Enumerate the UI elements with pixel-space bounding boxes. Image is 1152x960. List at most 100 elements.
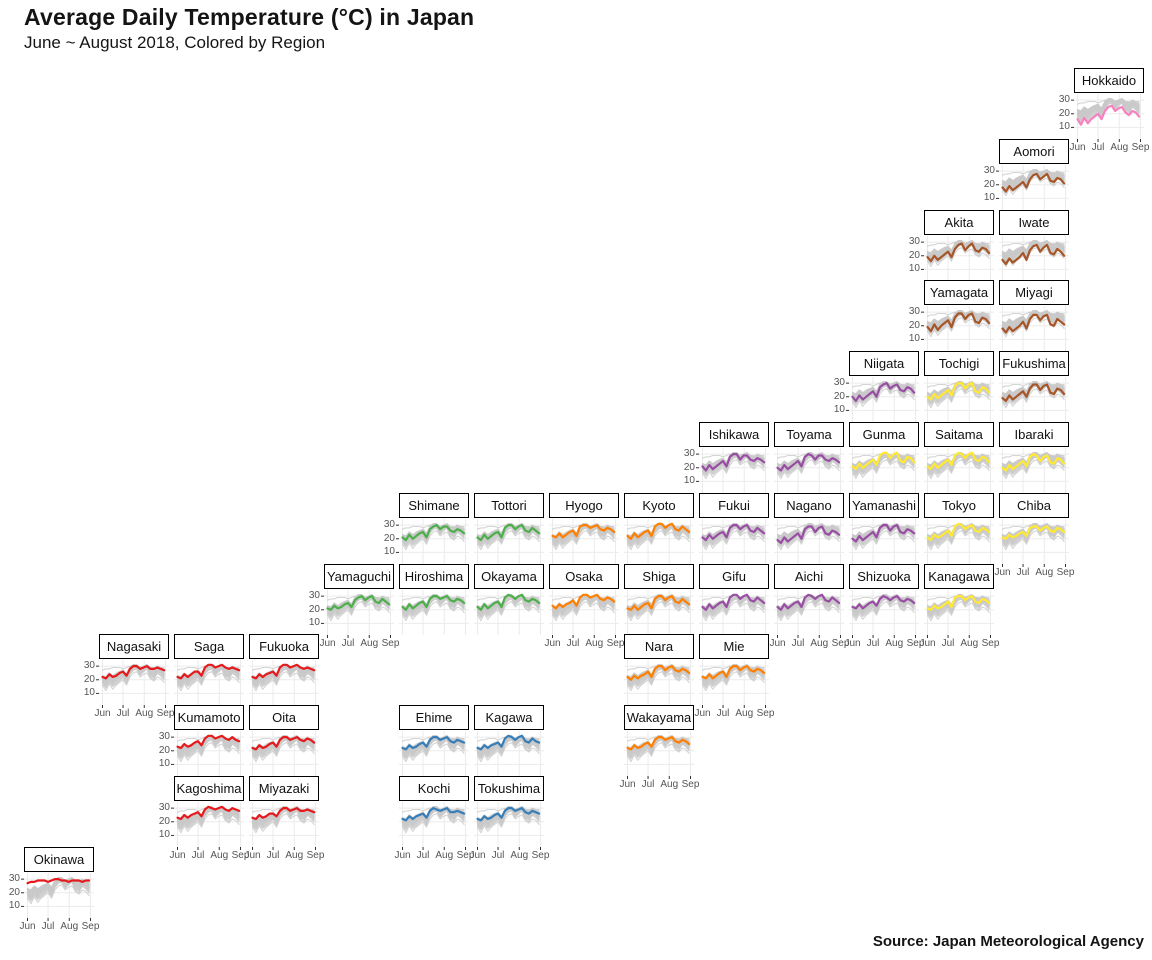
y-tick-label: 20 [83, 673, 95, 685]
x-tick-label: Aug [135, 708, 154, 719]
temperature-sparkline-miyagi [999, 306, 1069, 351]
y-tick-label: 10 [983, 192, 995, 204]
x-tick-label: Jul [416, 850, 430, 861]
background-line [1076, 99, 1140, 105]
temperature-line [476, 734, 541, 751]
temperature-sparkline-hokkaido [1071, 94, 1144, 142]
temperature-sparkline-osaka [549, 590, 619, 638]
background-line [1001, 176, 1065, 197]
background-line [626, 598, 690, 619]
background-line [701, 598, 765, 618]
facet-title-tottori: Tottori [474, 493, 544, 518]
temperature-sparkline-fukuoka [249, 660, 319, 705]
background-line [626, 739, 690, 759]
background-line [26, 881, 90, 902]
background-line [476, 598, 540, 619]
temperature-line [476, 593, 541, 611]
background-line [926, 456, 990, 476]
y-tick-label: 20 [908, 319, 920, 331]
y-tick-label: 30 [683, 448, 695, 460]
temperature-line [1001, 383, 1066, 402]
x-tick-label: Aug [210, 850, 229, 861]
background-line [401, 598, 465, 618]
background-line [401, 527, 465, 548]
facet-panel-ishikawa: Ishikawa 30 20 10 [684, 422, 769, 493]
facet-title-hyogo: Hyogo [549, 493, 619, 518]
facet-title-kagoshima: Kagoshima [174, 776, 244, 801]
facet-title-kyoto: Kyoto [624, 493, 694, 518]
x-tick-label: Jul [191, 850, 205, 861]
background-line [551, 598, 615, 618]
y-tick-label: 20 [983, 178, 995, 190]
background-line [401, 598, 465, 619]
background-line [1001, 456, 1065, 476]
background-line [851, 459, 915, 480]
background-line [476, 810, 540, 831]
facet-panel-nagasaki: Nagasaki 30 20 10 Jun Jul Aug Sep [84, 634, 174, 719]
facet-title-toyama: Toyama [774, 422, 844, 447]
background-line [476, 601, 540, 622]
background-line [401, 524, 465, 530]
temperature-sparkline-nagano [774, 519, 844, 564]
background-line [851, 530, 915, 551]
background-line [251, 813, 315, 834]
y-tick-label: 30 [833, 377, 845, 389]
temperature-line [701, 593, 766, 611]
temperature-line [851, 523, 916, 543]
facet-panel-tokyo: Tokyo [924, 493, 994, 564]
x-tick-label: Aug [510, 850, 529, 861]
temperature-sparkline-tokyo [924, 519, 994, 564]
y-tick-label: 10 [308, 617, 320, 629]
x-tick-label: Aug [810, 638, 829, 649]
temperature-line [626, 735, 691, 751]
facet-panel-toyama: Toyama [774, 422, 844, 493]
background-line [701, 527, 765, 548]
source-caption: Source: Japan Meteorological Agency [872, 933, 1144, 950]
facet-title-mie: Mie [699, 634, 769, 659]
x-tick-label: Sep [231, 850, 250, 861]
temperature-line [701, 523, 766, 542]
background-line [701, 671, 765, 692]
facet-panel-tokushima: Tokushima Jun Jul Aug Sep [469, 776, 549, 861]
y-tick-label: 20 [158, 744, 170, 756]
background-line [401, 813, 465, 834]
x-tick-label: Sep [906, 638, 925, 649]
temperature-line [551, 523, 616, 539]
background-line [851, 527, 915, 548]
temperature-sparkline-aomori [996, 165, 1069, 210]
x-tick-label: Jun [544, 638, 561, 649]
x-tick-label: Aug [735, 708, 754, 719]
background-line [851, 456, 915, 477]
temperature-sparkline-okayama [474, 590, 544, 635]
background-line [851, 598, 915, 619]
background-line [926, 314, 990, 335]
temperature-sparkline-kagawa [474, 731, 544, 776]
facet-title-nagano: Nagano [774, 493, 844, 518]
y-tick-label: 30 [83, 660, 95, 672]
facet-panel-hiroshima: Hiroshima [399, 564, 469, 635]
background-line [176, 739, 240, 760]
background-line [1001, 247, 1065, 268]
facet-title-ehime: Ehime [399, 705, 469, 730]
temperature-sparkline-kagoshima [171, 802, 244, 850]
background-line [1076, 102, 1140, 123]
facet-panel-saga: Saga [174, 634, 244, 705]
temperature-sparkline-ishikawa [696, 448, 769, 493]
facet-panel-yamanashi: Yamanashi [849, 493, 919, 564]
background-line [251, 668, 315, 688]
background-line [251, 810, 315, 830]
background-line [251, 742, 315, 763]
y-tick-label: 10 [383, 546, 395, 558]
facet-panel-okayama: Okayama [474, 564, 544, 635]
facet-title-fukushima: Fukushima [999, 351, 1069, 376]
facet-panel-ehime: Ehime [399, 705, 469, 776]
temperature-sparkline-tottori [474, 519, 544, 564]
temperature-line [1001, 172, 1066, 193]
temperature-sparkline-iwate [999, 236, 1069, 281]
temperature-line [1001, 243, 1066, 266]
background-line [326, 601, 390, 622]
facet-panel-chiba: Chiba Jun Jul Aug Sep [994, 493, 1074, 578]
y-tick-label: 30 [908, 236, 920, 248]
temperature-sparkline-gifu [699, 590, 769, 635]
background-line [776, 527, 840, 548]
